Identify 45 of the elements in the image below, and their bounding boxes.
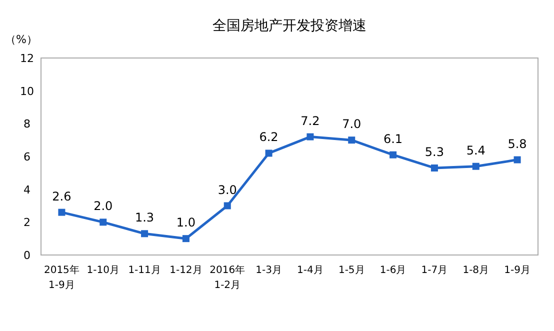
data-label: 7.2 — [300, 114, 320, 128]
point — [58, 208, 66, 216]
point — [390, 151, 397, 158]
y-tick-label: 10 — [20, 84, 34, 98]
data-label: 1.0 — [176, 216, 196, 230]
data-label: 6.1 — [383, 132, 403, 146]
y-axis-title: （%） — [5, 33, 38, 46]
x-tick-label: 1-5月 — [338, 265, 365, 276]
x-tick-label: 1-9月 — [504, 265, 530, 276]
data-label: 7.0 — [342, 117, 362, 132]
chart-title: 全国房地产开发投资增速 — [212, 18, 366, 34]
x-tick-label: 2015年 1-9月 — [44, 264, 80, 291]
x-tick-label: 2016年 1-2月 — [210, 264, 246, 291]
x-tick-label: 1-12月 — [170, 265, 202, 276]
x-tick-label: 1-7月 — [421, 265, 448, 276]
data-label: 5.8 — [508, 136, 527, 151]
data-label: 2.0 — [94, 199, 113, 214]
x-tick-label: 1-8月 — [462, 265, 490, 276]
data-label: 6.2 — [259, 130, 278, 144]
data-label: 1.3 — [134, 210, 154, 225]
y-tick-label: 2 — [24, 216, 30, 230]
x-tick-label: 1-11月 — [128, 265, 161, 276]
x-tick-label: 1-10月 — [86, 265, 120, 276]
point — [265, 150, 272, 157]
x-tick-label: 1-6月 — [380, 265, 406, 276]
x-tick-label: 1-3月 — [256, 265, 282, 276]
data-label: 3.0 — [218, 182, 237, 197]
data-label: 5.4 — [466, 143, 486, 158]
point — [224, 202, 231, 210]
y-tick-label: 8 — [24, 118, 30, 131]
y-tick-label: 12 — [20, 52, 34, 65]
x-tick-label: 1-4月 — [297, 265, 324, 276]
point — [430, 164, 438, 172]
y-tick-label: 6 — [24, 150, 30, 164]
y-tick-label: 0 — [24, 249, 30, 262]
y-tick-label: 4 — [24, 183, 30, 196]
point — [348, 136, 356, 144]
data-label: 2.6 — [52, 189, 72, 204]
point — [472, 162, 480, 170]
point — [514, 156, 521, 164]
data-label: 5.3 — [424, 144, 444, 159]
point — [182, 235, 190, 242]
point — [306, 133, 314, 140]
point — [100, 218, 107, 226]
point — [141, 230, 148, 238]
